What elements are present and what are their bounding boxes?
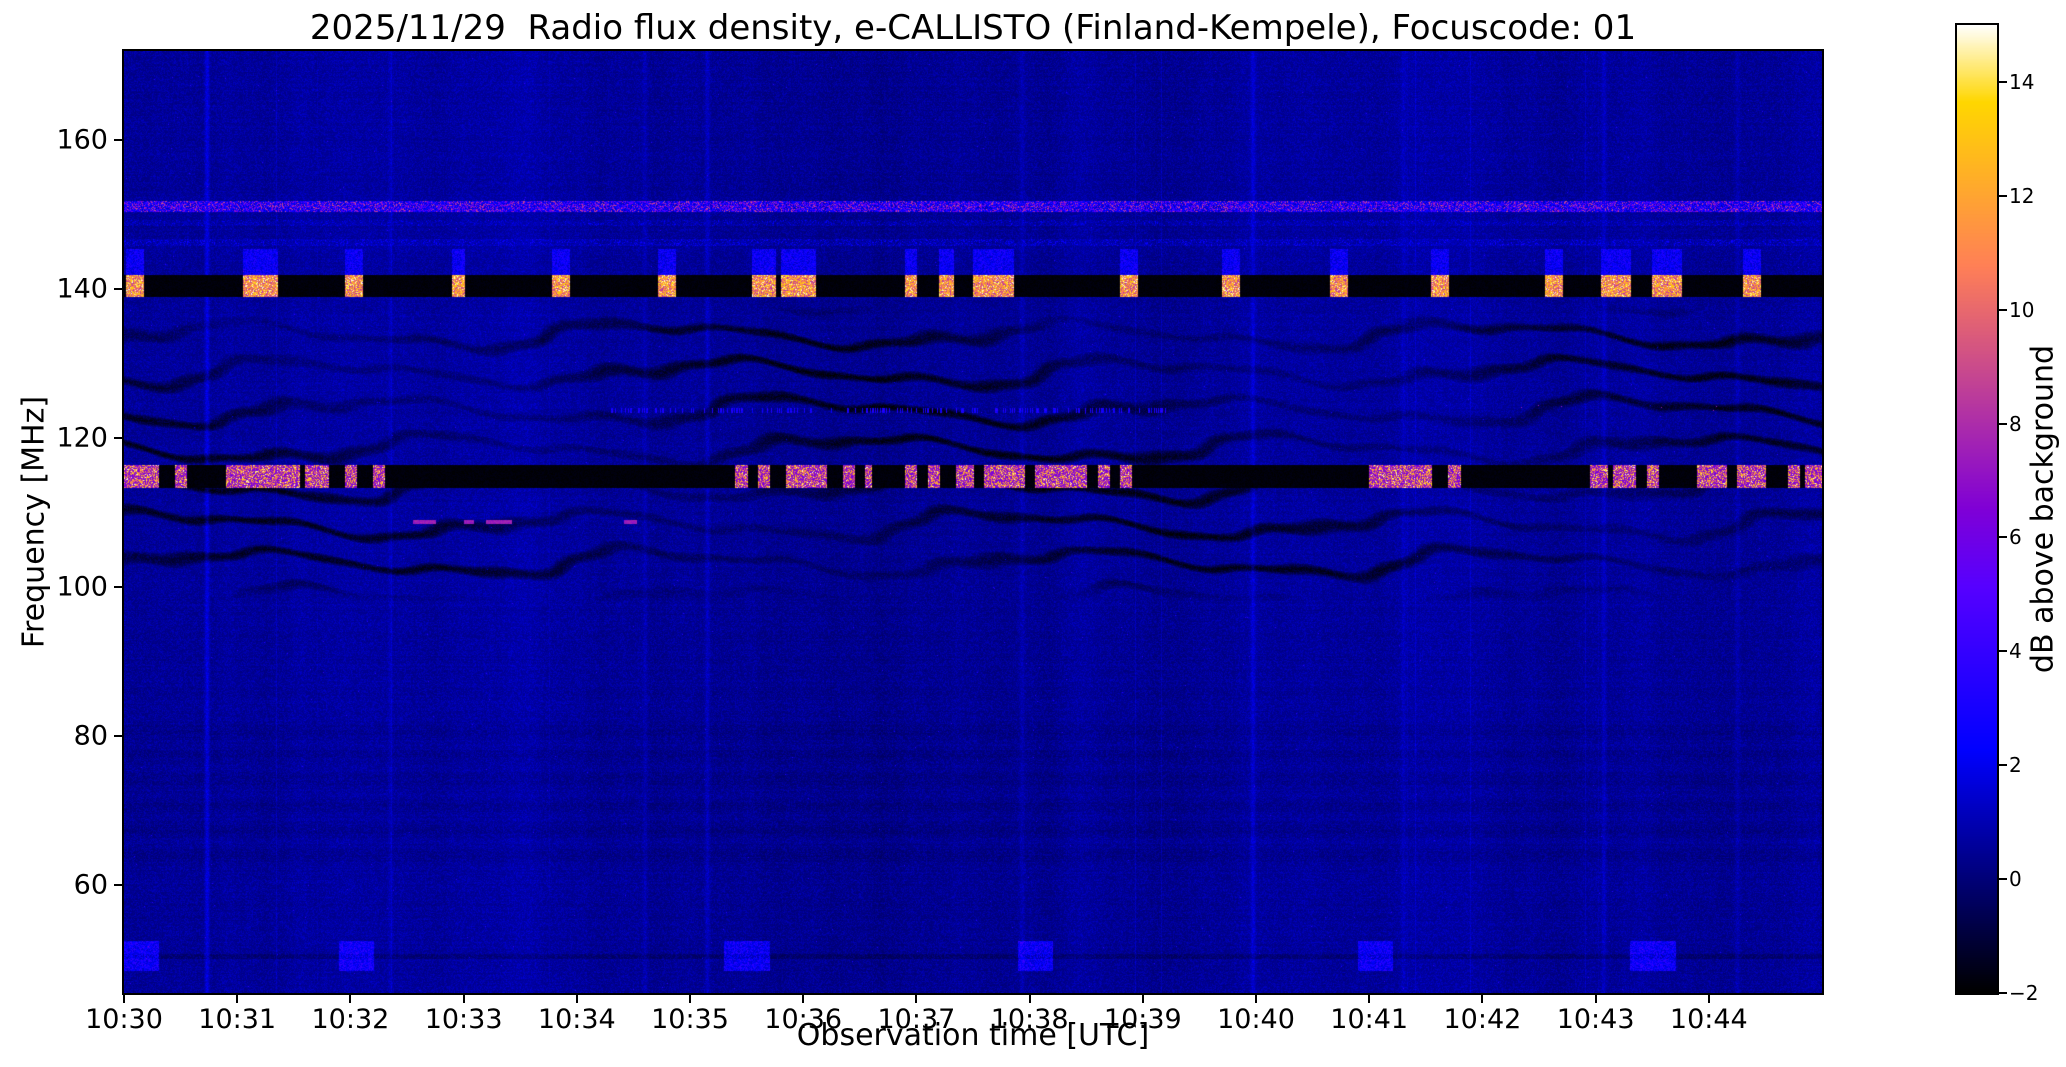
- colorbar-tick-mark: [1999, 194, 2007, 197]
- x-tick-mark: [236, 995, 239, 1003]
- x-tick-mark: [1481, 995, 1484, 1003]
- colorbar-tick-label: 14: [2009, 69, 2035, 94]
- x-tick-mark: [462, 995, 465, 1003]
- colorbar-label: dB above background: [2025, 344, 2061, 674]
- x-tick-label: 10:34: [537, 1004, 616, 1035]
- colorbar-tick-mark: [1999, 80, 2007, 83]
- x-tick-label: 10:42: [1443, 1004, 1522, 1035]
- colorbar-tick-label: 0: [2009, 867, 2022, 892]
- x-tick-mark: [689, 995, 691, 1003]
- x-tick-mark: [349, 995, 352, 1003]
- x-tick-label: 10:35: [651, 1004, 729, 1035]
- x-tick-label: 10:32: [311, 1004, 390, 1035]
- x-tick-mark: [915, 995, 918, 1003]
- x-tick-mark: [1368, 995, 1371, 1003]
- x-tick-mark: [802, 995, 805, 1003]
- y-tick-mark: [114, 288, 122, 291]
- colorbar-tick-mark: [1999, 764, 2007, 767]
- x-tick-label: 10:43: [1556, 1004, 1635, 1035]
- y-tick-label: 120: [56, 422, 108, 454]
- y-tick-label: 60: [73, 869, 108, 901]
- y-tick-mark: [114, 735, 122, 738]
- colorbar-tick-mark: [1999, 308, 2007, 311]
- chart-title: 2025/11/29 Radio flux density, e-CALLIST…: [309, 8, 1637, 48]
- colorbar-tick-label: 12: [2009, 183, 2035, 208]
- x-axis-label: Observation time [UTC]: [796, 1018, 1150, 1053]
- y-tick-label: 160: [56, 124, 108, 156]
- colorbar-tick-mark: [1999, 422, 2007, 425]
- x-tick-label: 10:39: [1103, 1004, 1182, 1035]
- y-tick-label: 140: [56, 273, 108, 305]
- x-tick-label: 10:30: [85, 1004, 163, 1035]
- colorbar-tick-mark: [1999, 536, 2007, 539]
- y-tick-mark: [114, 437, 122, 440]
- x-tick-label: 10:33: [424, 1004, 503, 1035]
- x-tick-mark: [1028, 995, 1031, 1003]
- colorbar-canvas: [1957, 25, 1997, 993]
- colorbar-tick-mark: [1999, 650, 2007, 653]
- x-tick-mark: [1707, 995, 1710, 1003]
- x-tick-mark: [123, 995, 125, 1003]
- y-tick-mark: [114, 586, 122, 589]
- y-tick-mark: [114, 884, 122, 887]
- x-tick-label: 10:36: [764, 1004, 843, 1035]
- x-tick-mark: [1141, 995, 1144, 1003]
- x-tick-label: 10:41: [1330, 1004, 1409, 1035]
- x-tick-label: 10:40: [1217, 1004, 1295, 1035]
- y-tick-mark: [114, 139, 122, 142]
- colorbar-tick-label: 8: [2009, 411, 2022, 436]
- colorbar-tick-label: 4: [2009, 639, 2022, 664]
- colorbar-tick-label: 10: [2009, 297, 2035, 322]
- colorbar-tick-label: 2: [2009, 753, 2022, 778]
- x-tick-mark: [575, 995, 578, 1003]
- spectrogram-canvas: [124, 51, 1822, 993]
- y-axis-label: Frequency [MHz]: [16, 395, 52, 649]
- y-tick-label: 100: [56, 571, 108, 603]
- colorbar-border: [1955, 23, 1999, 995]
- y-tick-label: 80: [73, 720, 108, 752]
- x-tick-label: 10:31: [198, 1004, 277, 1035]
- colorbar-tick-label: 6: [2009, 525, 2022, 550]
- colorbar-tick-mark: [1999, 878, 2007, 881]
- colorbar-tick-mark: [1999, 992, 2007, 994]
- x-tick-label: 10:37: [877, 1004, 956, 1035]
- x-tick-mark: [1255, 995, 1257, 1003]
- plot-border: [122, 49, 1824, 995]
- x-tick-label: 10:38: [990, 1004, 1069, 1035]
- colorbar-tick-label: −2: [2009, 981, 2039, 1005]
- x-tick-label: 10:44: [1669, 1004, 1748, 1035]
- x-tick-mark: [1594, 995, 1597, 1003]
